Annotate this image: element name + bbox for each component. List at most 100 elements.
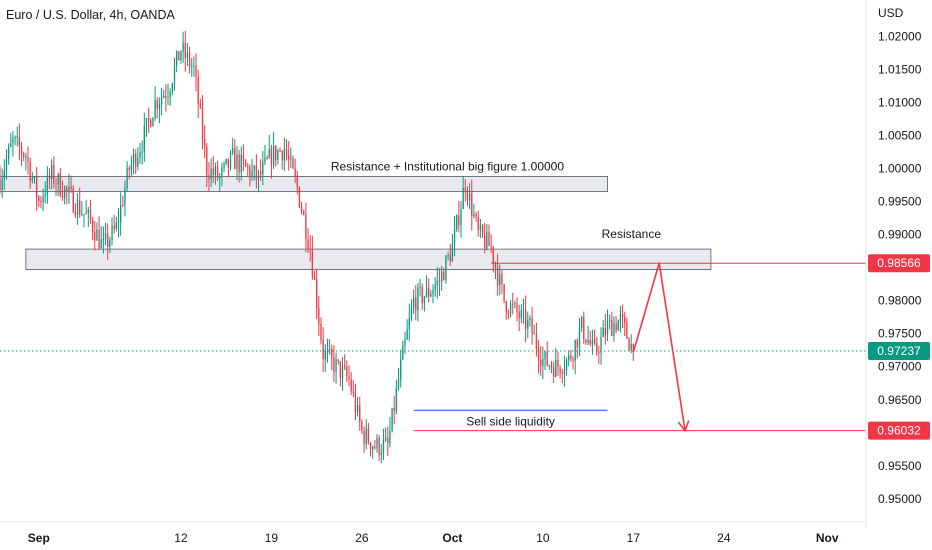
candle-down bbox=[23, 153, 25, 157]
candle-up bbox=[606, 321, 609, 336]
candle-down bbox=[589, 340, 591, 345]
candle-down bbox=[35, 176, 38, 198]
y-tick-label: 0.96500 bbox=[878, 393, 922, 407]
candle-down bbox=[247, 166, 249, 168]
candle-down bbox=[598, 351, 600, 353]
candle-up bbox=[186, 52, 189, 58]
candle-up bbox=[402, 345, 404, 360]
candle-down bbox=[165, 95, 167, 98]
time-axis[interactable]: Sep 12 19 26 Oct 10 17 24 Nov bbox=[28, 531, 839, 545]
candle-down bbox=[516, 303, 518, 313]
candle-up bbox=[193, 65, 195, 67]
candle-down bbox=[464, 187, 466, 191]
candle-up bbox=[223, 163, 225, 168]
candle-down bbox=[279, 150, 281, 152]
candle-down bbox=[352, 391, 354, 393]
candle-up bbox=[397, 379, 400, 388]
candle-up bbox=[139, 152, 141, 158]
candle-up bbox=[328, 349, 331, 351]
candle-up bbox=[542, 359, 544, 366]
candle-down bbox=[361, 421, 363, 432]
y-tick-label: 1.01000 bbox=[878, 95, 922, 109]
candle-up bbox=[191, 66, 193, 68]
candle-up bbox=[417, 287, 419, 311]
candle-up bbox=[436, 280, 438, 286]
candle-down bbox=[48, 175, 51, 180]
candle-down bbox=[249, 167, 251, 178]
candle-down bbox=[55, 183, 57, 185]
candle-up bbox=[115, 222, 117, 229]
candle-down bbox=[570, 355, 572, 360]
candle-down bbox=[363, 431, 365, 444]
candle-up bbox=[3, 170, 5, 180]
candle-up bbox=[262, 162, 264, 175]
candle-up bbox=[391, 408, 393, 431]
candle-down bbox=[234, 148, 236, 170]
candle-down bbox=[27, 156, 29, 162]
candle-up bbox=[7, 146, 10, 160]
candle-up bbox=[335, 359, 337, 373]
candle-up bbox=[109, 240, 111, 248]
candle-up bbox=[548, 365, 550, 367]
candle-up bbox=[137, 157, 139, 167]
candle-down bbox=[294, 168, 296, 177]
candle-down bbox=[128, 168, 130, 170]
candle-down bbox=[331, 349, 333, 358]
candle-down bbox=[316, 279, 318, 309]
candle-down bbox=[596, 343, 598, 352]
candle-down bbox=[438, 280, 441, 282]
candle-down bbox=[475, 214, 477, 217]
candle-up bbox=[568, 355, 570, 360]
candle-up bbox=[563, 369, 566, 374]
candle-down bbox=[238, 154, 240, 173]
candle-up bbox=[613, 323, 615, 337]
candle-up bbox=[341, 366, 344, 379]
candle-up bbox=[460, 208, 462, 226]
candle-up bbox=[57, 174, 59, 185]
candle-down bbox=[488, 231, 490, 247]
candle-down bbox=[206, 146, 208, 176]
candle-down bbox=[94, 232, 96, 241]
candle-up bbox=[126, 168, 128, 189]
candle-down bbox=[40, 201, 42, 203]
projection-path bbox=[632, 262, 686, 431]
y-tick-label: 1.02000 bbox=[878, 29, 922, 43]
candle-up bbox=[608, 319, 611, 322]
candle-down bbox=[212, 168, 214, 175]
candle-up bbox=[117, 222, 120, 224]
candle-up bbox=[456, 215, 458, 230]
candle-down bbox=[292, 157, 294, 169]
candle-down bbox=[524, 309, 527, 329]
candle-up bbox=[231, 148, 234, 153]
candle-down bbox=[147, 118, 150, 120]
candle-down bbox=[255, 165, 258, 179]
candle-up bbox=[462, 187, 464, 209]
candle-up bbox=[423, 296, 426, 304]
price-label-text: 0.97237 bbox=[877, 344, 921, 358]
candle-down bbox=[266, 157, 268, 159]
candle-down bbox=[61, 195, 64, 198]
candle-up bbox=[33, 176, 36, 179]
candle-up bbox=[68, 186, 70, 191]
candle-up bbox=[169, 91, 171, 98]
candle-down bbox=[518, 312, 520, 319]
candle-down bbox=[354, 392, 357, 413]
candle-down bbox=[307, 239, 309, 249]
candle-up bbox=[544, 351, 546, 360]
candle-down bbox=[287, 155, 290, 160]
x-tick-label: 24 bbox=[717, 531, 731, 545]
candle-down bbox=[593, 339, 596, 344]
resistance-zone-0 bbox=[0, 176, 608, 193]
candle-down bbox=[512, 303, 514, 305]
candle-down bbox=[559, 366, 561, 373]
candle-up bbox=[533, 333, 535, 335]
sell-side-liquidity-label: Sell side liquidity bbox=[466, 414, 555, 428]
candle-up bbox=[365, 428, 367, 444]
candle-up bbox=[406, 329, 408, 340]
candle-up bbox=[46, 175, 49, 195]
candle-down bbox=[449, 254, 451, 262]
candle-down bbox=[494, 263, 497, 267]
candle-up bbox=[277, 150, 279, 161]
candle-up bbox=[447, 254, 449, 257]
